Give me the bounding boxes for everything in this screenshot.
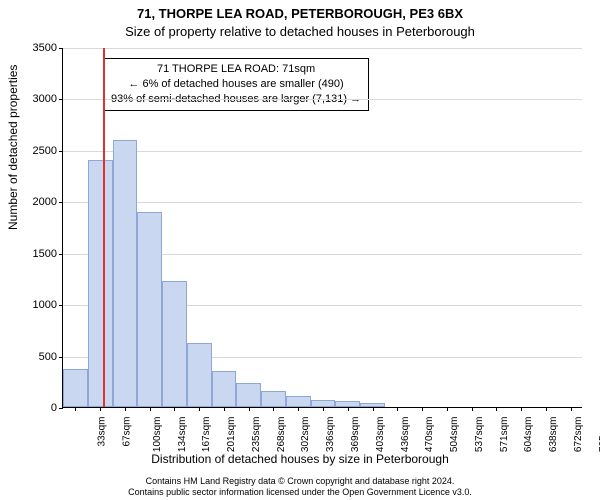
x-tick-label: 268sqm: [276, 417, 287, 453]
gridline: [63, 151, 582, 152]
chart-container: 71, THORPE LEA ROAD, PETERBOROUGH, PE3 6…: [0, 0, 600, 500]
x-tick-label: 504sqm: [449, 417, 460, 453]
x-tick-label: 537sqm: [474, 417, 485, 453]
x-tick-label: 571sqm: [499, 417, 510, 453]
callout-box: 71 THORPE LEA ROAD: 71sqm ← 6% of detach…: [103, 58, 369, 111]
y-tick: [59, 202, 63, 203]
x-tick: [298, 407, 299, 411]
y-tick-label: 2500: [33, 145, 57, 157]
histogram-bar: [113, 140, 138, 407]
x-tick: [546, 407, 547, 411]
y-tick: [59, 48, 63, 49]
x-tick: [174, 407, 175, 411]
x-tick-label: 235sqm: [251, 417, 262, 453]
y-tick: [59, 305, 63, 306]
histogram-bar: [212, 371, 237, 407]
x-tick-label: 336sqm: [325, 417, 336, 453]
title-primary: 71, THORPE LEA ROAD, PETERBOROUGH, PE3 6…: [0, 6, 600, 21]
y-tick-label: 0: [51, 402, 57, 414]
y-tick-label: 3000: [33, 93, 57, 105]
y-tick-label: 1500: [33, 248, 57, 260]
x-tick: [199, 407, 200, 411]
x-tick-label: 33sqm: [97, 417, 108, 447]
x-tick: [348, 407, 349, 411]
x-tick: [273, 407, 274, 411]
x-tick: [100, 407, 101, 411]
y-tick-label: 500: [39, 351, 57, 363]
x-tick: [125, 407, 126, 411]
y-tick-label: 1000: [33, 299, 57, 311]
x-tick: [472, 407, 473, 411]
histogram-bar: [261, 391, 286, 407]
footer-line1: Contains HM Land Registry data © Crown c…: [146, 476, 455, 486]
footer-line2: Contains public sector information licen…: [128, 487, 472, 497]
property-marker-line: [103, 48, 105, 407]
histogram-bar: [236, 383, 261, 407]
plot-area: 71 THORPE LEA ROAD: 71sqm ← 6% of detach…: [62, 48, 582, 408]
x-tick-label: 67sqm: [122, 417, 133, 447]
histogram-bar: [187, 343, 212, 407]
gridline: [63, 48, 582, 49]
x-tick-label: 470sqm: [424, 417, 435, 453]
histogram-bar: [137, 212, 162, 407]
x-tick: [521, 407, 522, 411]
y-tick-label: 2000: [33, 196, 57, 208]
y-tick: [59, 151, 63, 152]
x-tick-label: 436sqm: [400, 417, 411, 453]
callout-line1: 71 THORPE LEA ROAD: 71sqm: [111, 62, 361, 77]
x-tick-label: 369sqm: [350, 417, 361, 453]
callout-line2: ← 6% of detached houses are smaller (490…: [111, 77, 361, 92]
x-tick-label: 604sqm: [523, 417, 534, 453]
x-tick-label: 672sqm: [573, 417, 584, 453]
histogram-bar: [88, 160, 113, 407]
gridline: [63, 202, 582, 203]
x-tick: [373, 407, 374, 411]
y-tick-label: 3500: [33, 42, 57, 54]
x-tick-label: 302sqm: [301, 417, 312, 453]
histogram-bar: [63, 369, 88, 407]
x-tick: [571, 407, 572, 411]
x-tick: [422, 407, 423, 411]
x-tick: [447, 407, 448, 411]
x-tick-label: 167sqm: [202, 417, 213, 453]
histogram-bar: [286, 396, 311, 407]
x-tick: [397, 407, 398, 411]
x-tick: [249, 407, 250, 411]
x-tick: [224, 407, 225, 411]
histogram-bar: [311, 400, 336, 407]
footer-attribution: Contains HM Land Registry data © Crown c…: [0, 476, 600, 499]
x-tick: [323, 407, 324, 411]
y-tick: [59, 408, 63, 409]
x-tick-label: 100sqm: [152, 417, 163, 453]
y-tick: [59, 357, 63, 358]
x-tick: [496, 407, 497, 411]
gridline: [63, 99, 582, 100]
x-tick-label: 638sqm: [548, 417, 559, 453]
x-tick-label: 201sqm: [226, 417, 237, 453]
y-tick: [59, 254, 63, 255]
x-axis-label: Distribution of detached houses by size …: [0, 452, 600, 466]
x-tick-label: 403sqm: [375, 417, 386, 453]
histogram-bar: [162, 281, 187, 408]
y-tick: [59, 99, 63, 100]
y-axis-label: Number of detached properties: [6, 65, 20, 230]
x-tick-label: 134sqm: [177, 417, 188, 453]
title-secondary: Size of property relative to detached ho…: [0, 24, 600, 39]
x-tick: [75, 407, 76, 411]
x-tick: [150, 407, 151, 411]
